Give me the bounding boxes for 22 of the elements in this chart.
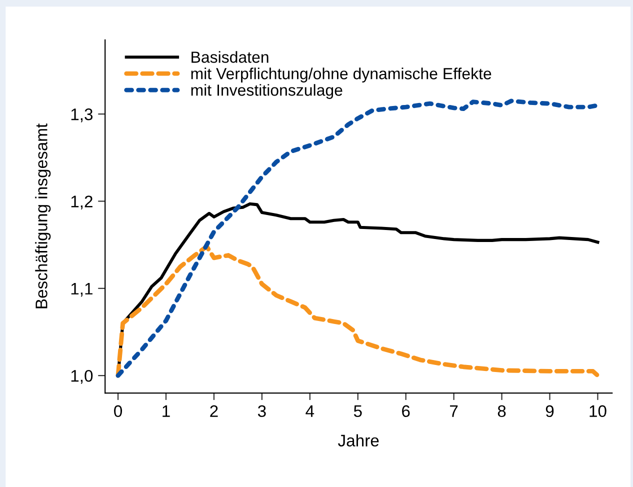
x-tick-label: 8 xyxy=(498,405,506,418)
line-series xyxy=(116,98,600,378)
line-series xyxy=(116,244,600,378)
y-tick-label: 1,3 xyxy=(71,108,93,122)
y-tick-label: 1,1 xyxy=(71,282,92,297)
y-tick-label: 1,2 xyxy=(71,196,92,210)
x-tick-label: 4 xyxy=(306,405,314,417)
x-tick-label: 5 xyxy=(354,405,362,418)
x-tick-label: 3 xyxy=(258,405,266,418)
x-tick-label: 0 xyxy=(114,405,122,418)
y-tick-label: 1,0 xyxy=(71,370,93,384)
legend-label: mit Verpflichtung/ohne dynamische Effekte xyxy=(191,68,492,82)
legend-label: Basisdaten xyxy=(192,51,268,63)
x-tick-label: 2 xyxy=(210,405,218,417)
x-tick-label: 7 xyxy=(450,405,458,417)
x-tick-label: 9 xyxy=(546,405,554,418)
legend-label: mit Investitionszulage xyxy=(191,84,342,99)
x-tick-label: 10 xyxy=(590,405,606,418)
x-tick-label: 1 xyxy=(162,405,170,417)
x-axis-title: Jahre xyxy=(338,434,379,446)
y-axis-title: Beschäftigung insgesamt xyxy=(35,123,51,308)
x-tick-label: 6 xyxy=(402,405,410,418)
